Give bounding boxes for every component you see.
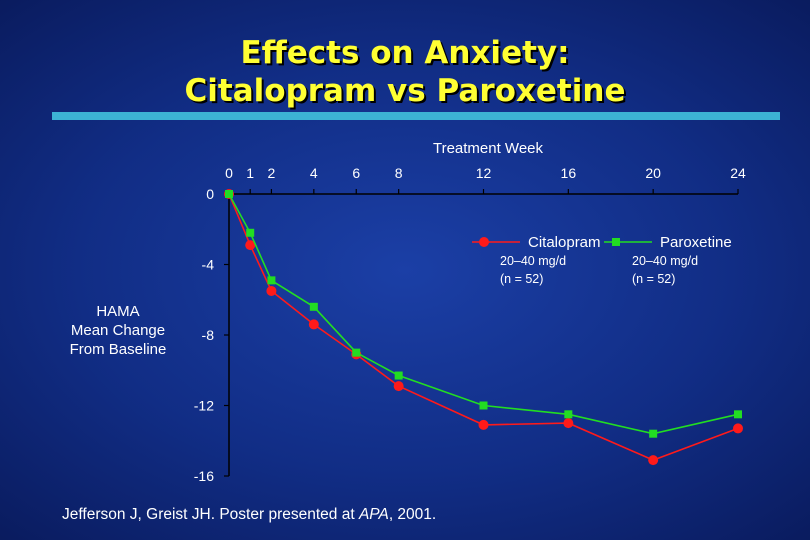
title-underline-bar — [52, 112, 780, 120]
citation: Jefferson J, Greist JH. Poster presented… — [62, 506, 436, 524]
paroxetine-legend-dose: 20–40 mg/d — [632, 254, 698, 268]
citalopram-data-point — [478, 419, 489, 430]
paroxetine-data-point — [394, 371, 403, 380]
paroxetine-legend-n: (n = 52) — [632, 272, 675, 286]
citation-venue: APA — [358, 506, 389, 523]
y-tick-label: -12 — [194, 398, 214, 414]
citalopram-data-point — [733, 423, 743, 434]
paroxetine-data-point — [267, 276, 276, 285]
x-tick-label: 16 — [561, 165, 577, 181]
title-line-2: Citalopram vs Paroxetine — [184, 73, 626, 109]
citation-year: , 2001. — [388, 506, 437, 523]
x-tick-label: 4 — [310, 165, 318, 181]
paroxetine-data-point — [734, 410, 742, 419]
paroxetine-data-point — [246, 228, 255, 237]
paroxetine-data-point — [225, 190, 233, 198]
y-tick-label: 0 — [206, 186, 214, 202]
citalopram-legend-n: (n = 52) — [500, 272, 543, 286]
citalopram-data-point — [266, 285, 277, 296]
y-tick-label: -16 — [194, 468, 214, 484]
citalopram-data-point — [563, 418, 574, 429]
chart-series — [224, 189, 743, 466]
chart-legend: Citalopram 20–40 mg/d (n = 52) Paroxetine 20… — [472, 234, 732, 286]
x-tick-label: 12 — [476, 165, 492, 181]
paroxetine-data-point — [352, 348, 361, 357]
x-axis-label: Treatment Week — [432, 140, 544, 157]
y-tick-label: -4 — [202, 257, 215, 273]
paroxetine-legend-marker — [612, 238, 620, 246]
citation-text: Jefferson J, Greist JH. Poster presented… — [62, 506, 359, 523]
y-tick-label: -8 — [202, 327, 215, 343]
x-tick-label: 2 — [268, 165, 276, 181]
citalopram-data-point — [393, 381, 404, 392]
x-tick-label: 24 — [730, 165, 746, 181]
paroxetine-data-point — [564, 410, 573, 419]
citalopram-legend-marker — [479, 237, 489, 247]
slide-title: Effects on Anxiety: Citalopram vs Paroxe… — [0, 34, 810, 110]
x-tick-label: 8 — [395, 165, 403, 181]
x-tick-label: 1 — [246, 165, 254, 181]
paroxetine-data-point — [649, 429, 658, 438]
paroxetine-series-line — [228, 193, 739, 435]
citalopram-legend-dose: 20–40 mg/d — [500, 254, 566, 268]
paroxetine-data-point — [309, 302, 318, 311]
chart-axes: 0 1 2 4 6 8 12 16 20 240-4-8-12-16 — [194, 165, 746, 484]
citalopram-series-line — [228, 193, 739, 461]
citalopram-data-point — [245, 240, 256, 251]
paroxetine-data-point — [479, 401, 488, 410]
x-tick-label: 0 — [225, 165, 233, 181]
y-axis-label: HAMA Mean Change From Baseline — [69, 303, 167, 358]
paroxetine-legend-label: Paroxetine — [660, 234, 732, 251]
citalopram-data-point — [648, 455, 659, 466]
citalopram-data-point — [308, 319, 319, 330]
title-line-1: Effects on Anxiety: — [240, 35, 570, 71]
x-tick-label: 6 — [352, 165, 360, 181]
x-tick-label: 20 — [645, 165, 661, 181]
citalopram-legend-label: Citalopram — [528, 234, 601, 251]
